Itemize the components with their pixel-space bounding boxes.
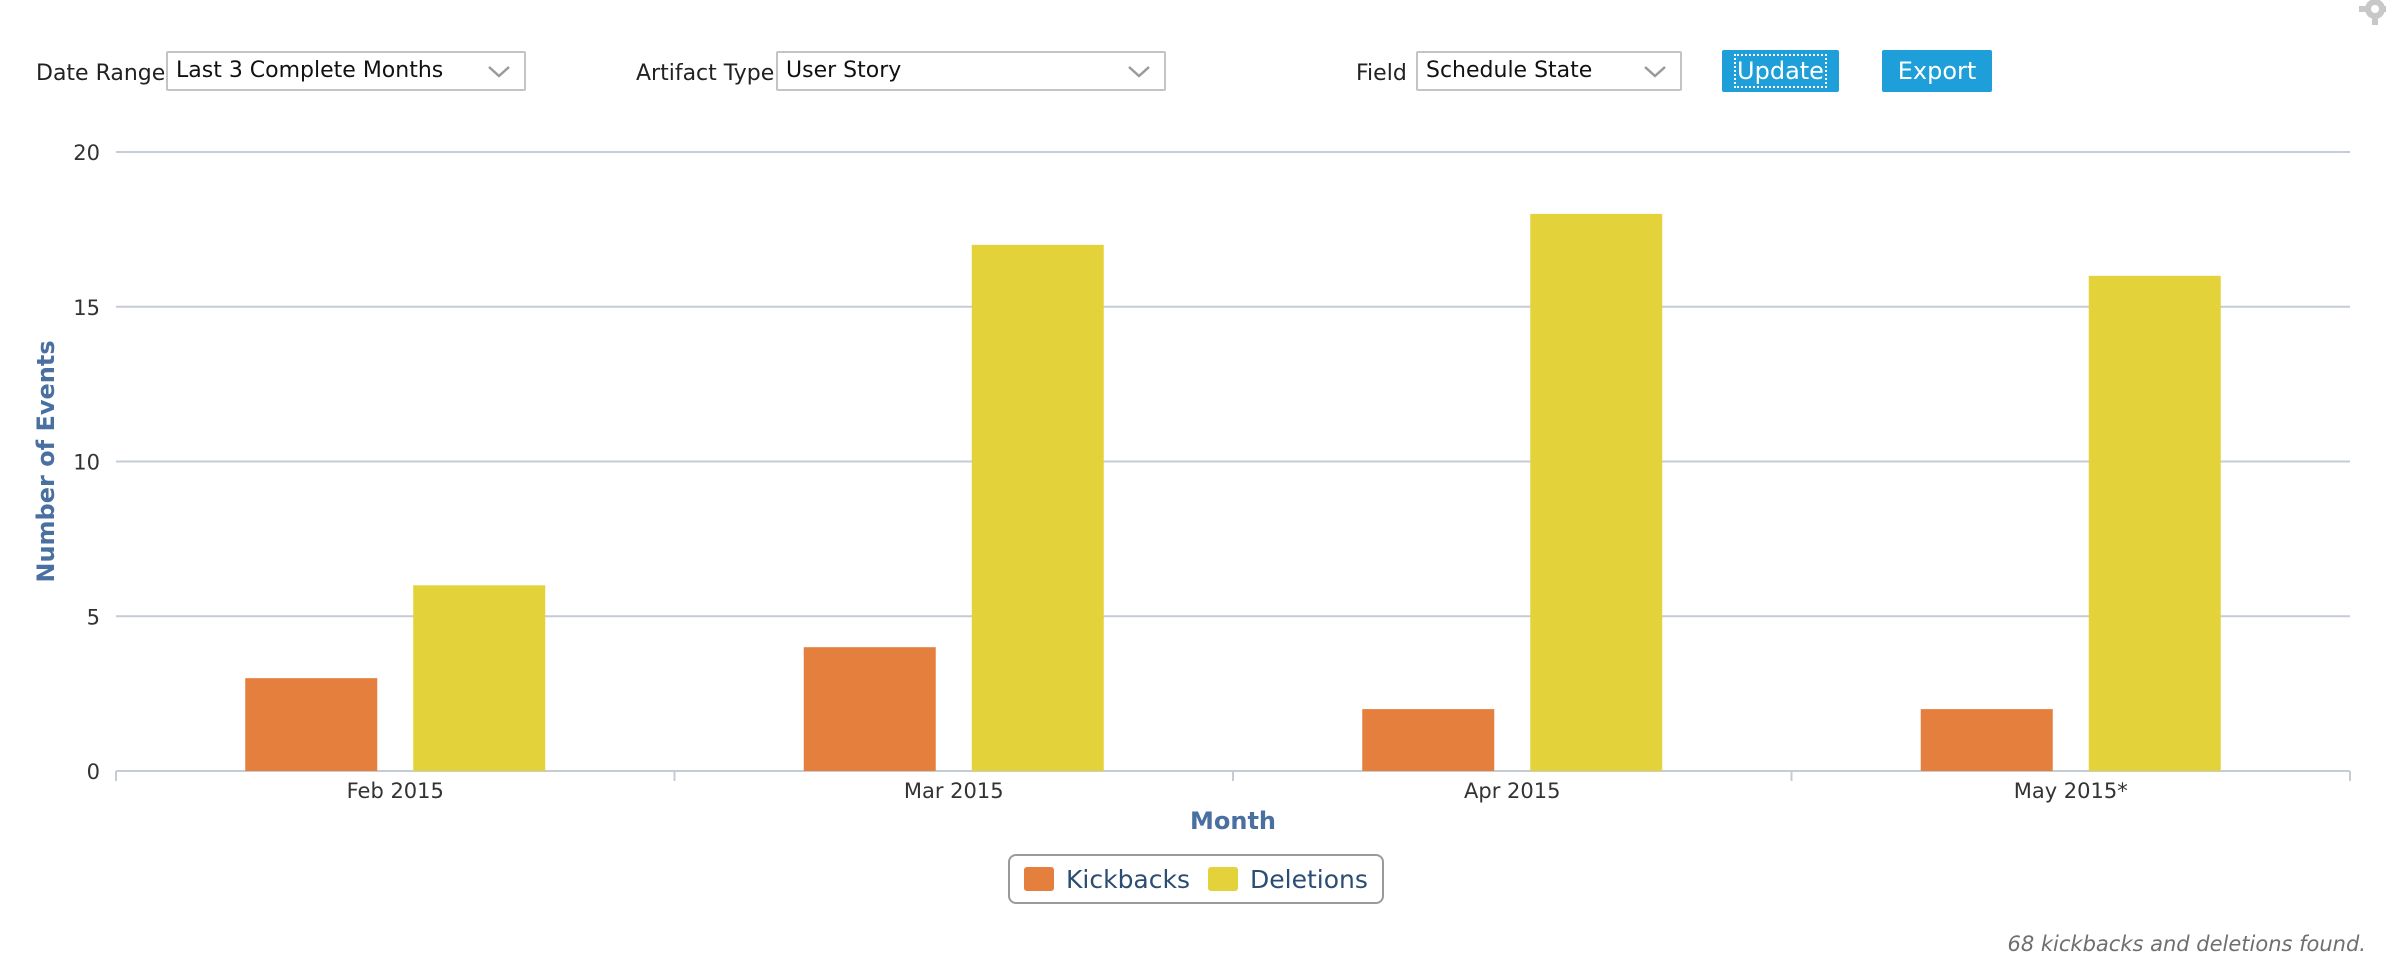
chevron-down-icon bbox=[1644, 66, 1666, 78]
legend-item-kickbacks[interactable]: Kickbacks bbox=[1024, 865, 1190, 894]
legend-label-deletions: Deletions bbox=[1250, 864, 1368, 894]
y-tick-label: 10 bbox=[73, 451, 100, 475]
chevron-down-icon bbox=[1128, 66, 1150, 78]
field-label: Field bbox=[1356, 61, 1407, 86]
date-range-select[interactable]: Last 3 Complete Months bbox=[166, 51, 526, 91]
x-tick-label: Apr 2015 bbox=[1464, 779, 1560, 803]
update-button[interactable]: Update bbox=[1722, 50, 1839, 92]
gear-icon[interactable] bbox=[2358, 0, 2386, 26]
legend-label-kickbacks: Kickbacks bbox=[1066, 864, 1190, 894]
x-tick-label: May 2015* bbox=[2014, 779, 2128, 803]
date-range-value: Last 3 Complete Months bbox=[176, 58, 444, 83]
chart-legend: Kickbacks Deletions bbox=[1008, 854, 1384, 904]
artifact-type-select[interactable]: User Story bbox=[776, 51, 1166, 91]
export-button-label: Export bbox=[1897, 57, 1977, 85]
bar-deletions-apr-2015 bbox=[1530, 213, 1663, 771]
y-tick-label: 0 bbox=[87, 760, 100, 784]
date-range-label: Date Range bbox=[36, 61, 166, 86]
artifact-type-label: Artifact Type bbox=[636, 61, 775, 86]
bar-kickbacks-may-2015- bbox=[1920, 709, 2053, 771]
legend-swatch-kickbacks bbox=[1024, 867, 1054, 891]
field-value: Schedule State bbox=[1426, 58, 1593, 83]
bar-deletions-feb-2015 bbox=[413, 585, 546, 771]
legend-item-deletions[interactable]: Deletions bbox=[1208, 865, 1368, 894]
y-tick-label: 15 bbox=[73, 296, 100, 320]
update-button-label: Update bbox=[1734, 54, 1827, 88]
y-tick-label: 20 bbox=[73, 141, 100, 165]
results-summary: 68 kickbacks and deletions found. bbox=[2007, 932, 2366, 956]
y-tick-label: 5 bbox=[87, 605, 100, 629]
x-tick-label: Mar 2015 bbox=[904, 779, 1004, 803]
bar-deletions-mar-2015 bbox=[971, 244, 1104, 772]
bar-kickbacks-apr-2015 bbox=[1362, 709, 1495, 771]
x-tick-label: Feb 2015 bbox=[347, 779, 444, 803]
chevron-down-icon bbox=[488, 66, 510, 78]
bar-kickbacks-feb-2015 bbox=[245, 678, 378, 771]
export-button[interactable]: Export bbox=[1882, 50, 1992, 92]
field-select[interactable]: Schedule State bbox=[1416, 51, 1682, 91]
bar-deletions-may-2015- bbox=[2088, 275, 2221, 771]
legend-swatch-deletions bbox=[1208, 867, 1238, 891]
bar-kickbacks-mar-2015 bbox=[803, 647, 936, 771]
artifact-type-value: User Story bbox=[786, 58, 902, 83]
x-axis-title: Month bbox=[1190, 807, 1276, 835]
y-axis-title: Number of Events bbox=[32, 340, 60, 582]
